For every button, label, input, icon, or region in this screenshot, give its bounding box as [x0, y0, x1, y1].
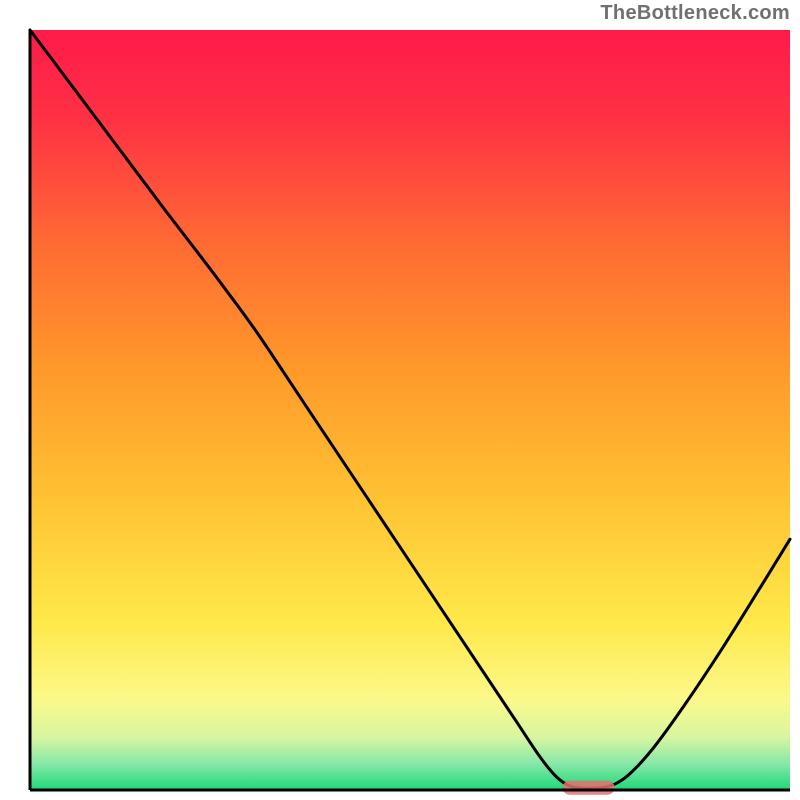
chart-container: TheBottleneck.com — [0, 0, 800, 800]
watermark-text: TheBottleneck.com — [600, 2, 790, 25]
gradient-background — [30, 30, 790, 790]
optimal-marker — [563, 781, 615, 795]
bottleneck-chart — [0, 0, 800, 800]
